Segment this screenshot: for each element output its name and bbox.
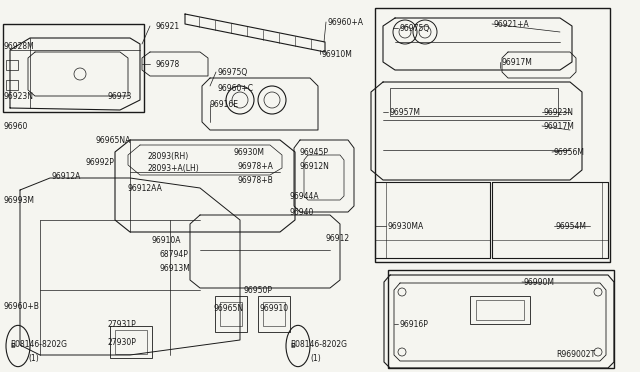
Bar (6, 60, 18, 70)
Text: 96990M: 96990M (524, 278, 555, 287)
Text: 96960+C: 96960+C (218, 84, 254, 93)
Text: 27930P: 27930P (108, 338, 137, 347)
Text: 96921: 96921 (155, 22, 179, 31)
Text: B08146-8202G: B08146-8202G (10, 340, 67, 349)
Text: 96992P: 96992P (86, 158, 115, 167)
Bar (258, 296, 290, 332)
Text: 96917M: 96917M (502, 58, 533, 67)
Text: 96954M: 96954M (556, 222, 587, 231)
Text: B: B (290, 343, 295, 349)
Text: 28093+A(LH): 28093+A(LH) (148, 164, 200, 173)
Text: 28093(RH): 28093(RH) (148, 152, 189, 161)
Text: (1): (1) (310, 354, 321, 363)
Text: 96923N: 96923N (4, 92, 34, 101)
Text: 96912N: 96912N (300, 162, 330, 171)
Text: 96940: 96940 (290, 208, 314, 217)
Text: R969002T: R969002T (556, 350, 595, 359)
Text: 96912: 96912 (326, 234, 350, 243)
Text: 96993M: 96993M (4, 196, 35, 205)
Text: B08146-8202G: B08146-8202G (290, 340, 347, 349)
Text: 96956M: 96956M (554, 148, 585, 157)
Text: (1): (1) (28, 354, 39, 363)
Text: 96910M: 96910M (322, 50, 353, 59)
Bar (263, 302, 285, 326)
Bar (110, 326, 152, 358)
Text: 96965NA: 96965NA (96, 136, 131, 145)
Text: 96916P: 96916P (400, 320, 429, 329)
Text: 96923N: 96923N (544, 108, 574, 117)
Text: 68794P: 68794P (160, 250, 189, 259)
Text: 96975Q: 96975Q (218, 68, 248, 77)
Bar (3, 24, 144, 112)
Text: 96930MA: 96930MA (388, 222, 424, 231)
Text: 96975Q: 96975Q (400, 24, 430, 33)
Text: 969910: 969910 (260, 304, 289, 313)
Text: 96945P: 96945P (300, 148, 329, 157)
Text: 96960+A: 96960+A (328, 18, 364, 27)
Bar (6, 80, 18, 90)
Text: 96916E: 96916E (210, 100, 239, 109)
Text: 96913M: 96913M (160, 264, 191, 273)
Text: 96912A: 96912A (52, 172, 81, 181)
Text: 96965N: 96965N (214, 304, 244, 313)
Text: 96978+B: 96978+B (238, 176, 274, 185)
Bar (215, 296, 247, 332)
Text: 96973: 96973 (108, 92, 132, 101)
Text: 96978+A: 96978+A (238, 162, 274, 171)
Text: 96921+A: 96921+A (494, 20, 530, 29)
Text: 96950P: 96950P (244, 286, 273, 295)
Text: 96957M: 96957M (390, 108, 421, 117)
Text: 27931P: 27931P (108, 320, 137, 329)
Bar (470, 296, 530, 324)
Bar (375, 8, 610, 262)
Text: 96917M: 96917M (544, 122, 575, 131)
Text: B: B (10, 343, 15, 349)
Bar (476, 300, 524, 320)
Text: 96930M: 96930M (234, 148, 265, 157)
Text: 96978: 96978 (155, 60, 179, 69)
Bar (220, 302, 242, 326)
Text: 96910A: 96910A (152, 236, 182, 245)
Bar (390, 88, 558, 116)
Bar (115, 330, 147, 354)
Text: 96944A: 96944A (290, 192, 319, 201)
Text: 96960+B: 96960+B (4, 302, 40, 311)
Text: 96912AA: 96912AA (128, 184, 163, 193)
Bar (388, 270, 614, 368)
Text: 96928M: 96928M (4, 42, 35, 51)
Text: 96960: 96960 (4, 122, 28, 131)
